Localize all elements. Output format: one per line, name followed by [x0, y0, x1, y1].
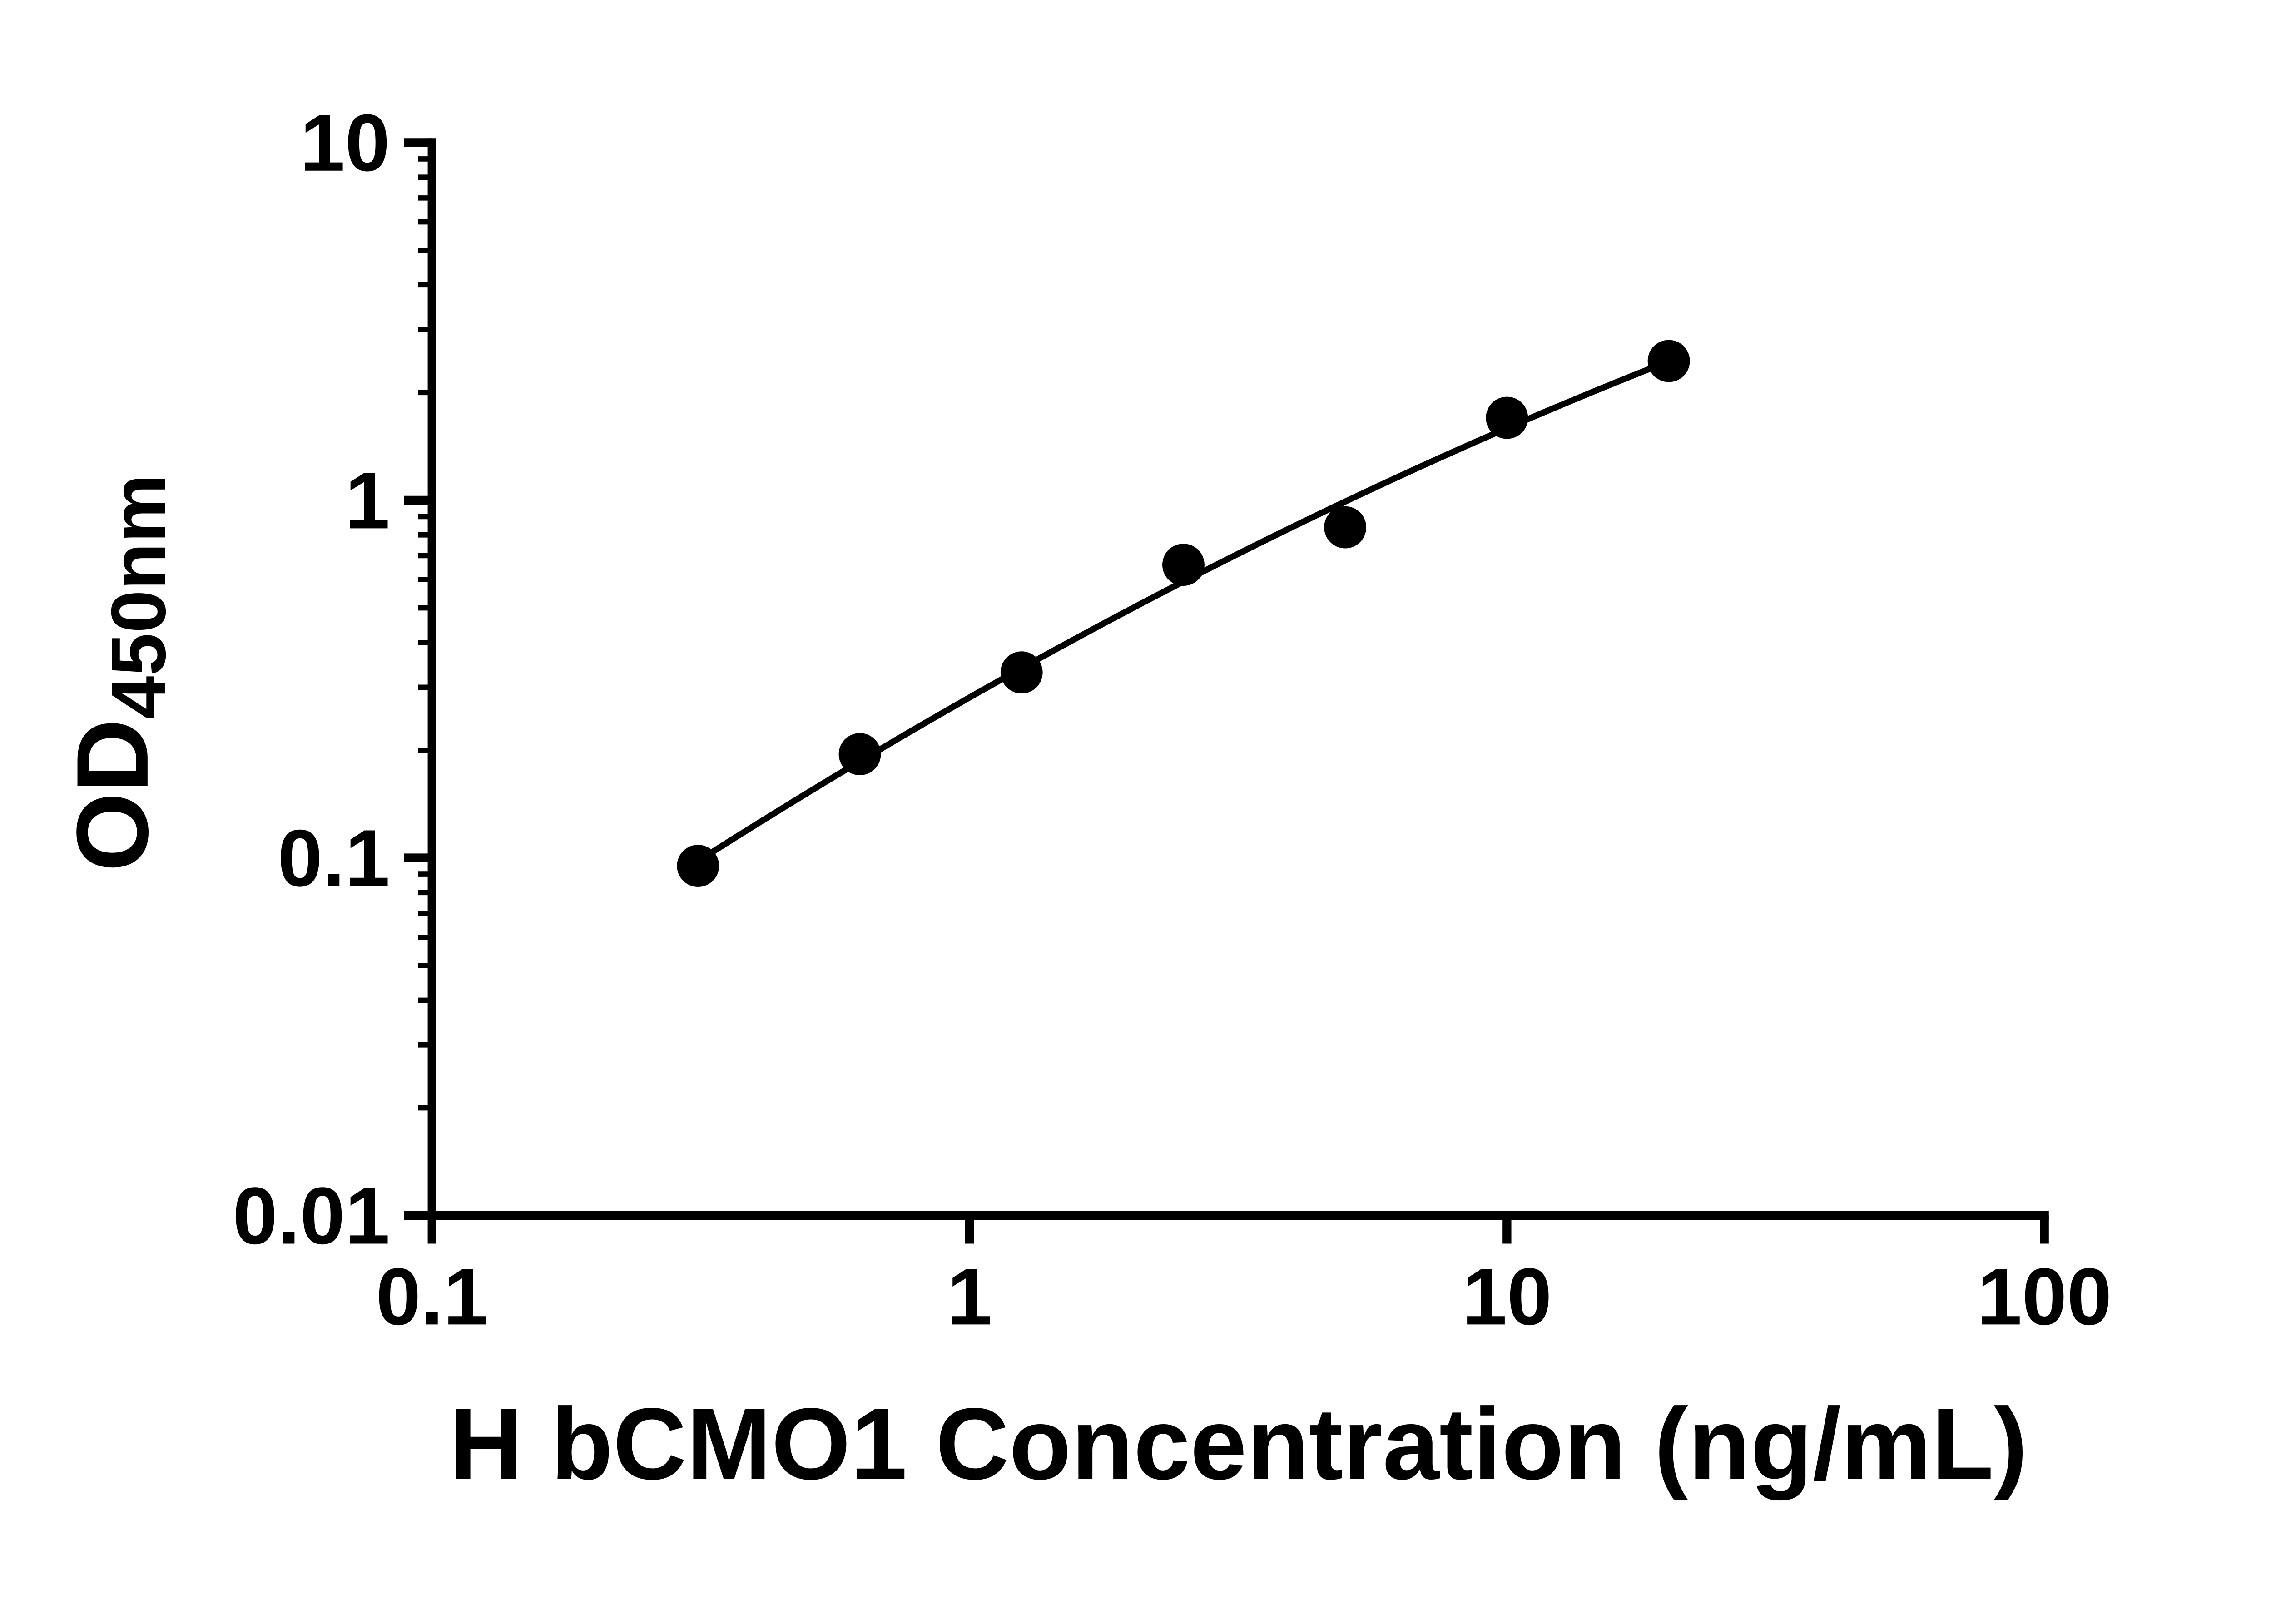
data-point: [1000, 651, 1043, 694]
ticks-layer: [404, 138, 2049, 1244]
data-point: [1647, 340, 1690, 382]
x-tick-label: 10: [1462, 1251, 1552, 1342]
x-tick-label: 1: [947, 1251, 992, 1342]
series-layer: [677, 340, 1690, 887]
fit-curve: [696, 358, 1670, 864]
x-tick-label: 0.1: [376, 1251, 488, 1342]
y-axis-title-main: OD: [55, 719, 169, 871]
data-point: [1486, 396, 1528, 439]
y-tick-label: 0.1: [278, 813, 390, 903]
x-tick-label: 100: [1977, 1251, 2112, 1342]
axes-layer: [427, 138, 2049, 1220]
y-tick-label: 10: [300, 98, 390, 188]
y-axis-title: OD450nm: [55, 474, 182, 871]
data-point: [1162, 544, 1205, 586]
y-tick-label: 1: [345, 455, 390, 545]
x-axis-title: H bCMO1 Concentration (ng/mL): [449, 1387, 2028, 1501]
elisa-standard-curve-figure: 0.1 1 10 100 0.01 0.1 1 10 H bCMO1 Concentratio…: [55, 97, 2112, 1501]
data-point: [677, 845, 719, 887]
data-point: [1324, 506, 1367, 549]
y-tick-label: 0.01: [233, 1170, 390, 1261]
data-point: [838, 733, 881, 776]
y-axis-title-subscript: 450nm: [95, 474, 182, 719]
